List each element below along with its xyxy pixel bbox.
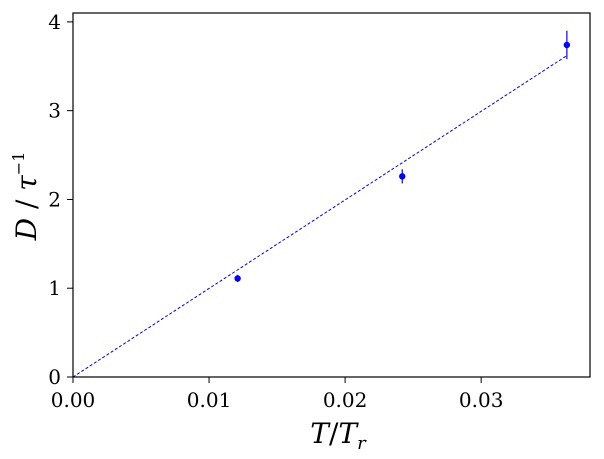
data-point: [234, 275, 241, 282]
data-point: [399, 173, 406, 180]
x-tick-label: 0.02: [323, 388, 368, 412]
y-tick-label: 0: [48, 365, 61, 389]
y-tick-label: 3: [48, 99, 61, 123]
x-tick-label: 0.00: [51, 388, 96, 412]
y-axis-label: D / τ−1: [9, 152, 43, 242]
x-tick-label: 0.01: [187, 388, 232, 412]
y-tick-label: 1: [48, 276, 61, 300]
x-axis-label: T/Tr: [310, 417, 367, 454]
fit-line: [72, 55, 568, 378]
y-tick-label: 2: [48, 187, 61, 211]
plot-frame: [72, 12, 591, 378]
y-tick-label: 4: [48, 10, 61, 34]
axis-ticks: 0.00 0.01 0.02 0.03 0 1 2 3 4: [48, 10, 503, 412]
x-tick-label: 0.03: [459, 388, 504, 412]
data-point: [563, 41, 571, 49]
chart-marks: [72, 30, 571, 378]
